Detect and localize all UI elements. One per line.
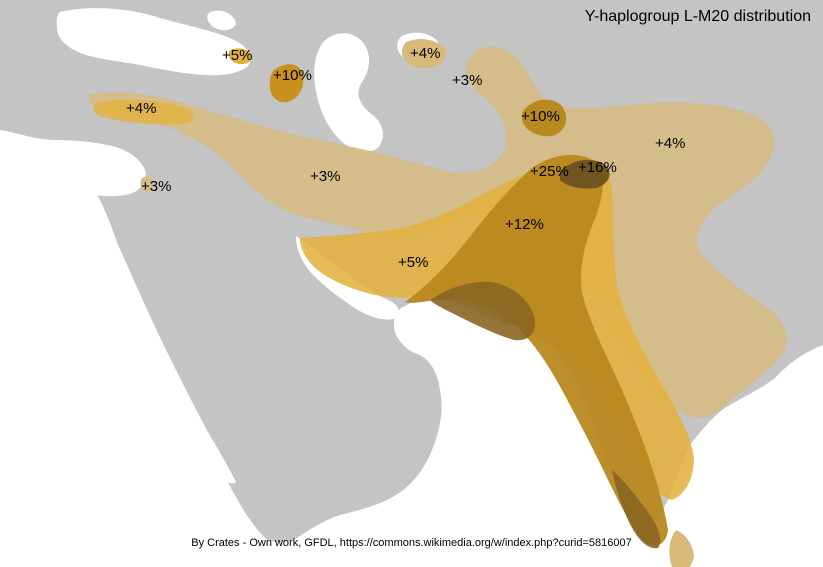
label-aral-4: +4% — [410, 45, 441, 62]
label-caucasus-10: +10% — [273, 67, 312, 84]
map-title: Y-haplogroup L-M20 distribution — [584, 8, 811, 25]
band-25-percent — [560, 159, 610, 189]
label-central-asia-3: +3% — [452, 72, 483, 89]
mediterranean-sea — [0, 130, 146, 197]
band-12-percent — [405, 154, 668, 546]
band-16-percent-coast — [430, 281, 536, 341]
band-5-percent — [300, 156, 694, 500]
patch-5-percent-black-sea — [228, 48, 252, 65]
label-makran-5: +5% — [398, 254, 429, 271]
patch-4-percent-anatolia — [93, 99, 194, 125]
label-anatolia-4: +4% — [126, 100, 157, 117]
label-india-12: +12% — [505, 216, 544, 233]
patch-10-percent-afghan — [522, 99, 567, 137]
label-levant-3: +3% — [141, 178, 172, 195]
sri-lanka — [669, 530, 694, 567]
label-pakistan-25: +25% — [530, 163, 569, 180]
label-kashmir-16: +16% — [578, 159, 617, 176]
caspian-sea — [314, 33, 383, 152]
black-sea — [56, 8, 251, 76]
red-sea — [100, 210, 236, 484]
label-black-sea-5: +5% — [222, 47, 253, 64]
label-himalaya-4: +4% — [655, 135, 686, 152]
attribution-credit: By Crates - Own work, GFDL, https://comm… — [191, 537, 632, 549]
arabian-sea — [300, 325, 823, 567]
patch-3-percent-levant — [140, 176, 154, 193]
patch-4-percent-aral — [402, 39, 447, 68]
band-16-percent-south — [612, 470, 661, 549]
label-iran-3: +3% — [310, 168, 341, 185]
label-afghan-10: +10% — [521, 108, 560, 125]
patch-10-percent-caucasus — [269, 64, 304, 103]
sea-of-azov — [207, 10, 236, 31]
